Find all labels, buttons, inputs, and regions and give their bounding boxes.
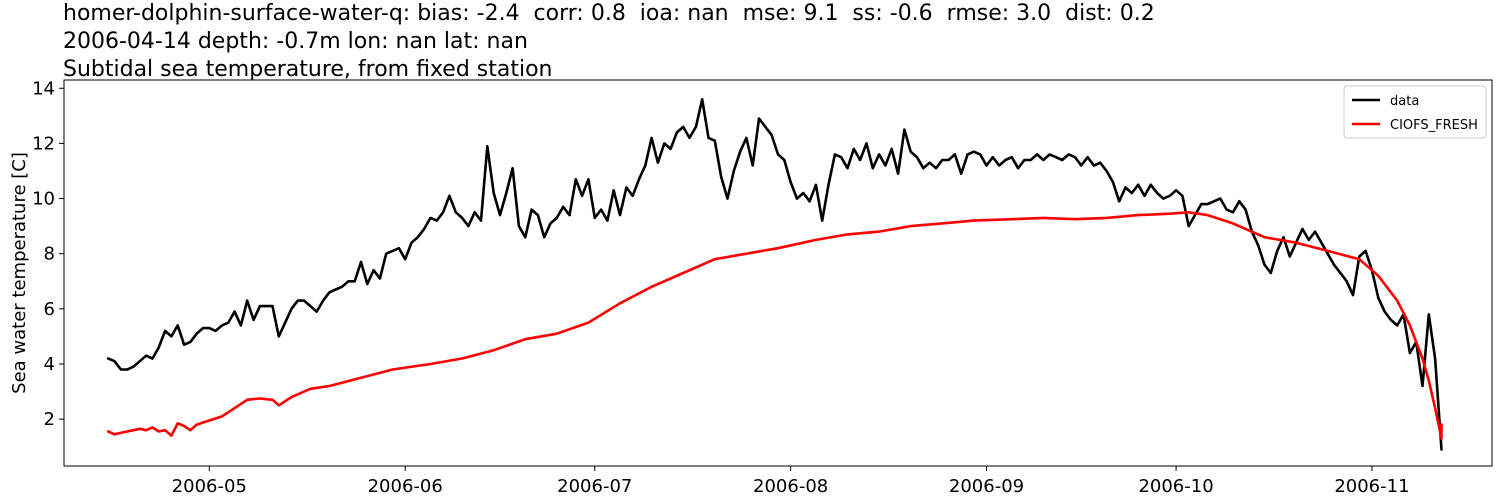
y-axis: 2 4 6 8 10 12 14 bbox=[32, 78, 64, 430]
chart-title-line-3: Subtidal sea temperature, from fixed sta… bbox=[63, 57, 553, 82]
y-tick-label: 6 bbox=[44, 299, 55, 320]
x-axis: 2006-05 2006-06 2006-07 2006-08 2006-09 2006-… bbox=[172, 466, 1410, 497]
x-tick-label: 2006-05 bbox=[172, 476, 247, 497]
y-tick-label: 12 bbox=[32, 133, 55, 154]
y-tick-label: 10 bbox=[32, 189, 55, 210]
plot-frame bbox=[63, 79, 1493, 467]
y-tick-label: 14 bbox=[32, 78, 55, 99]
series-line-data bbox=[106, 98, 1443, 451]
x-tick-label: 2006-07 bbox=[557, 476, 632, 497]
y-axis-label: Sea water temperature [C] bbox=[9, 152, 30, 394]
y-tick-label: 4 bbox=[44, 354, 55, 375]
x-tick-label: 2006-10 bbox=[1138, 476, 1213, 497]
legend-label: data bbox=[1390, 94, 1419, 109]
legend-label: CIOFS_FRESH bbox=[1390, 118, 1478, 133]
series-line-ciofs-fresh bbox=[106, 211, 1443, 440]
y-tick-label: 8 bbox=[44, 244, 55, 265]
chart-title-line-1: homer-dolphin-surface-water-q: bias: -2.… bbox=[63, 1, 1155, 26]
x-tick-label: 2006-06 bbox=[368, 476, 443, 497]
x-tick-label: 2006-09 bbox=[949, 476, 1024, 497]
chart-title-block: homer-dolphin-surface-water-q: bias: -2.… bbox=[63, 0, 1155, 84]
y-tick-label: 2 bbox=[44, 409, 55, 430]
series-layer bbox=[106, 98, 1443, 451]
x-tick-label: 2006-08 bbox=[753, 476, 828, 497]
chart-title-line-2: 2006-04-14 depth: -0.7m lon: nan lat: na… bbox=[63, 29, 528, 54]
legend: data CIOFS_FRESH bbox=[1343, 85, 1487, 139]
x-tick-label: 2006-11 bbox=[1334, 476, 1409, 497]
